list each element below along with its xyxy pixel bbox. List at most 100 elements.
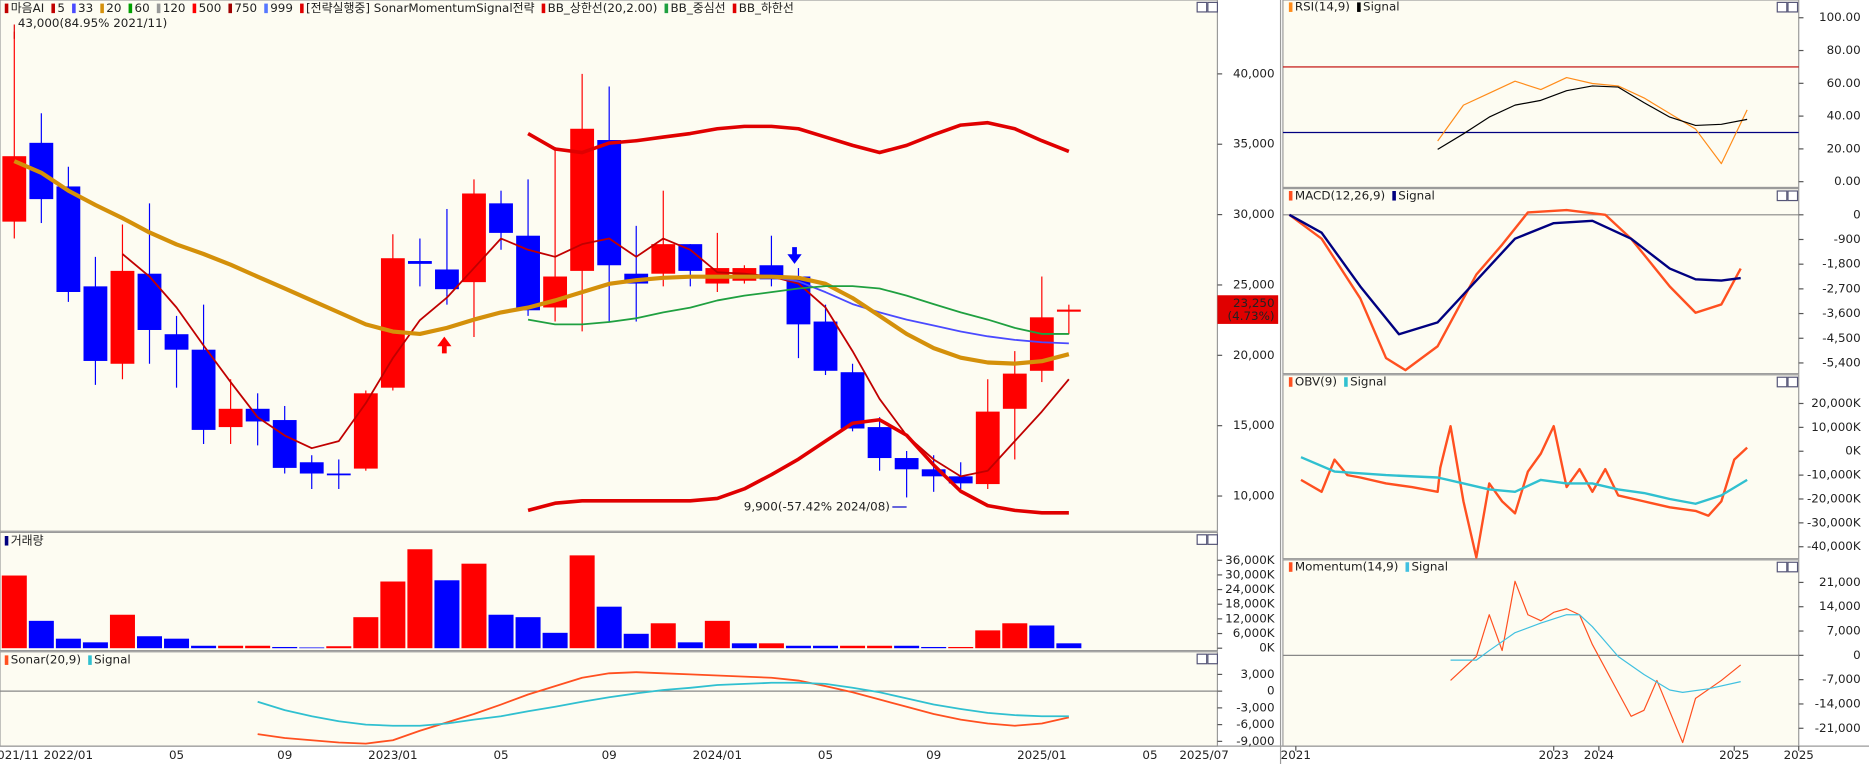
legend-swatch xyxy=(4,3,9,14)
window-button[interactable] xyxy=(1196,1,1208,13)
x-tick-label: 2025/07 xyxy=(1179,748,1228,762)
x-tick-label: 2025/01 xyxy=(1017,748,1066,762)
window-button[interactable] xyxy=(1207,1,1219,13)
y-tick-label: 24,000K xyxy=(1225,582,1276,596)
annotation: 43,000(84.95% 2021/11) xyxy=(18,16,167,30)
volume-bar xyxy=(758,643,784,649)
x-tick-label: 2025 xyxy=(1784,748,1814,762)
y-tick-label: 80.00 xyxy=(1827,43,1861,57)
series-line xyxy=(257,681,1069,727)
y-tick-label: 3,000 xyxy=(1241,667,1275,681)
volume-bar xyxy=(731,643,757,649)
volume-bar xyxy=(1056,643,1082,649)
series-line xyxy=(1437,85,1748,150)
legend-label: MACD(12,26,9) xyxy=(1295,188,1385,202)
volume-bar xyxy=(1029,625,1055,649)
y-tick-label: 20,000K xyxy=(1811,396,1862,410)
volume-bar xyxy=(1002,623,1028,649)
legend-swatch xyxy=(51,3,55,14)
candle-body xyxy=(921,469,946,477)
x-tick-label: 09 xyxy=(277,748,292,762)
momentum-panel xyxy=(1282,559,1800,747)
legend-swatch xyxy=(192,3,197,14)
window-button[interactable] xyxy=(1776,376,1788,388)
candle-body xyxy=(191,349,216,430)
window-button[interactable] xyxy=(1787,376,1799,388)
candle-body xyxy=(110,270,135,364)
legend-label: 5 xyxy=(57,1,65,15)
window-button[interactable] xyxy=(1196,534,1208,545)
volume-bar xyxy=(164,638,190,649)
y-tick-label: 25,000 xyxy=(1233,277,1275,291)
candle-body xyxy=(651,244,676,274)
sonar-panel xyxy=(0,651,1219,747)
series-line xyxy=(257,671,1070,745)
legend-swatch xyxy=(4,655,9,665)
legend-label: 120 xyxy=(163,1,186,15)
candle-body xyxy=(570,128,595,271)
window-button[interactable] xyxy=(1207,653,1219,665)
window-button[interactable] xyxy=(1196,653,1208,665)
volume-bar xyxy=(191,645,217,649)
volume-bar xyxy=(623,633,649,649)
candle-body xyxy=(272,420,297,468)
legend-swatch xyxy=(1344,377,1348,387)
obv-panel xyxy=(1282,374,1800,560)
y-tick-label: 0.00 xyxy=(1834,174,1860,188)
candle-body xyxy=(867,427,892,459)
x-tick-label: 2021/11 xyxy=(0,748,39,762)
y-tick-label: 15,000 xyxy=(1233,418,1275,432)
volume-bar xyxy=(569,555,595,649)
y-tick-label: -9,000 xyxy=(1236,734,1274,748)
y-tick-label: -14,000 xyxy=(1815,696,1861,710)
legend-label: BB_중심선 xyxy=(671,1,726,15)
volume-bar xyxy=(894,645,920,649)
window-button[interactable] xyxy=(1787,190,1799,202)
y-tick-label: 12,000K xyxy=(1225,611,1276,625)
window-button[interactable] xyxy=(1787,561,1799,573)
y-tick-label: 10,000K xyxy=(1811,420,1862,434)
y-tick-label: 21,000 xyxy=(1819,575,1861,589)
volume-bar xyxy=(461,563,487,649)
series-line xyxy=(1437,76,1748,165)
buy-signal-arrow xyxy=(437,336,452,354)
volume-bar xyxy=(1,575,27,649)
volume-bar xyxy=(218,645,244,649)
window-button[interactable] xyxy=(1776,190,1788,202)
x-tick-label: 2023/01 xyxy=(368,748,417,762)
y-tick-label: 35,000 xyxy=(1233,137,1275,151)
window-button[interactable] xyxy=(1776,561,1788,573)
candle-body xyxy=(56,186,81,292)
candle-body xyxy=(948,476,973,484)
volume-bar xyxy=(326,646,352,649)
legend-label: Momentum(14,9) xyxy=(1295,560,1399,574)
candle-body xyxy=(516,235,540,311)
window-button[interactable] xyxy=(1776,1,1788,13)
legend-label: 마음AI xyxy=(11,1,45,15)
candle-body xyxy=(245,408,270,422)
legend-label: BB_하한선 xyxy=(739,1,794,15)
legend-swatch xyxy=(1357,2,1361,12)
window-button[interactable] xyxy=(1207,534,1219,545)
legend-swatch xyxy=(1288,2,1293,12)
legend-label: Signal xyxy=(1411,560,1448,574)
y-tick-label: 0 xyxy=(1267,684,1275,698)
annotation: 9,900(-57.42% 2024/08) xyxy=(744,499,890,513)
candle-body xyxy=(597,140,622,266)
series-line xyxy=(1288,213,1741,336)
y-tick-label: 20.00 xyxy=(1827,141,1861,155)
y-tick-label: -4,500 xyxy=(1822,331,1860,345)
legend-label: Signal xyxy=(1350,374,1387,388)
candle-body xyxy=(218,408,243,428)
x-tick-label: 2024/01 xyxy=(693,748,742,762)
volume-bar xyxy=(55,638,81,649)
volume-bar xyxy=(136,636,163,649)
candle-body xyxy=(813,321,838,371)
candle-body xyxy=(326,473,351,476)
legend-swatch xyxy=(1405,562,1410,572)
window-buttons[interactable] xyxy=(1196,1,1799,665)
y-tick-label: -6,000 xyxy=(1236,717,1274,731)
legend-label: BB_상한선(20,2.00) xyxy=(548,1,658,15)
y-tick-label: -900 xyxy=(1834,232,1861,246)
window-button[interactable] xyxy=(1787,1,1799,13)
